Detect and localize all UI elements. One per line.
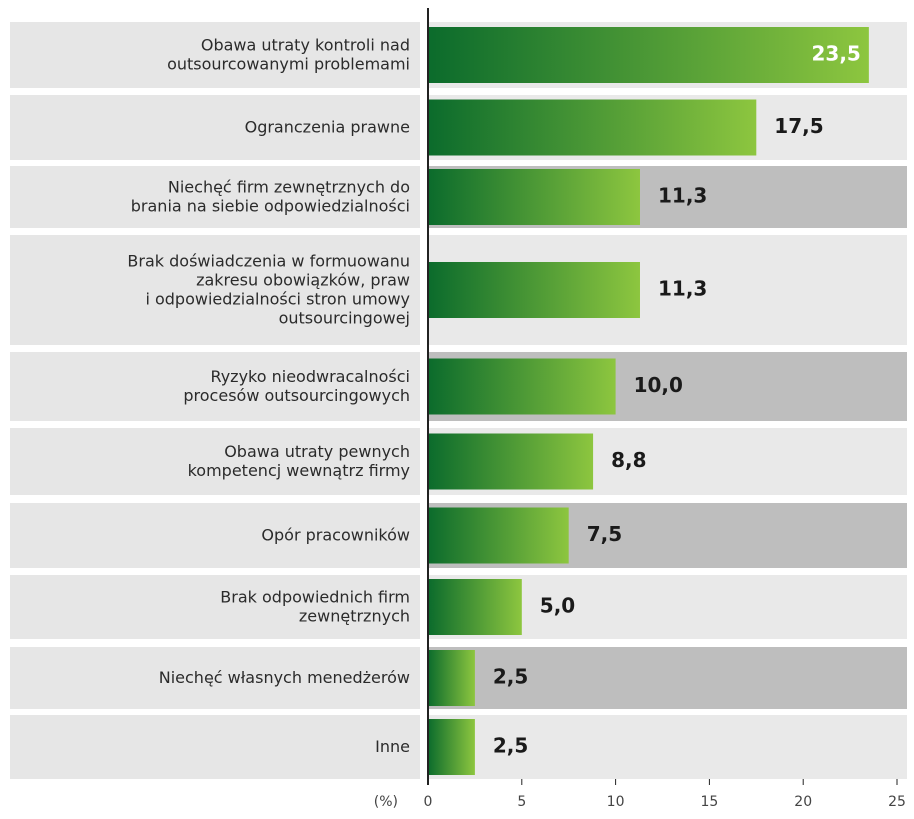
category-label-line: zewnętrznych xyxy=(299,606,410,625)
bar xyxy=(428,579,522,635)
x-axis-label: (%) xyxy=(374,794,398,810)
category-label-line: Obawa utraty pewnych xyxy=(224,442,410,461)
category-label: Niechęć firm zewnętrznych do brania na si… xyxy=(131,177,410,215)
category-label: Ryzyko nieodwracalności procesów outsourc… xyxy=(183,367,410,405)
category-label-line: outsourcowanymi problemami xyxy=(167,54,410,73)
x-tick-label: 15 xyxy=(700,794,718,810)
value-label: 2,5 xyxy=(493,665,528,689)
label-background xyxy=(10,352,420,421)
category-label: Ogranczenia prawne xyxy=(245,117,410,136)
category-label-line: Ryzyko nieodwracalności xyxy=(210,367,410,386)
bar xyxy=(428,719,475,775)
bar xyxy=(428,433,594,490)
category-label-line: Brak doświadczenia w formuowanu xyxy=(127,251,410,270)
label-background xyxy=(10,647,420,709)
label-background xyxy=(10,715,420,779)
label-background xyxy=(10,166,420,228)
category-label-line: procesów outsourcingowych xyxy=(183,386,410,405)
category-label: Obawa utraty kontroli nad outsourcowanymi… xyxy=(167,35,410,73)
category-label: Inne xyxy=(375,737,410,756)
bar xyxy=(428,262,640,318)
label-background xyxy=(10,22,420,88)
x-tick-label: 5 xyxy=(517,794,526,810)
bar xyxy=(428,169,640,225)
category-label: Opór pracowników xyxy=(261,525,410,544)
category-label-line: Brak odpowiednich firm xyxy=(220,587,410,606)
category-label-line: i odpowiedzialności stron umowy xyxy=(145,289,410,308)
category-label-line: brania na siebie odpowiedzialności xyxy=(131,196,410,215)
category-label: Brak odpowiednich firm zewnętrznych xyxy=(220,587,410,625)
category-label-line: outsourcingowej xyxy=(279,308,410,327)
category-label-line: kompetencj wewnątrz firmy xyxy=(188,461,410,480)
label-background xyxy=(10,95,420,160)
bar xyxy=(428,507,569,564)
category-label-line: zakresu obowiązków, praw xyxy=(196,270,410,289)
label-background xyxy=(10,503,420,568)
value-label: 11,3 xyxy=(658,184,707,208)
bar xyxy=(428,99,757,156)
category-label: Niechęć własnych menedżerów xyxy=(159,668,410,687)
category-label: Brak doświadczenia w formuowanu zakresu o… xyxy=(127,251,410,327)
row-background xyxy=(428,715,907,779)
x-tick-label: 25 xyxy=(888,794,906,810)
x-tick-label: 10 xyxy=(607,794,625,810)
value-label: 7,5 xyxy=(587,522,622,546)
label-background xyxy=(10,428,420,495)
x-tick-label: 0 xyxy=(424,794,433,810)
value-label: 10,0 xyxy=(634,373,683,397)
row-background xyxy=(428,647,907,709)
category-label-line: Inne xyxy=(375,737,410,756)
bar xyxy=(428,650,475,706)
value-label: 17,5 xyxy=(774,114,823,138)
value-label: 23,5 xyxy=(812,42,861,66)
category-label: Obawa utraty pewnych kompetencj wewnątrz … xyxy=(188,442,410,480)
label-background xyxy=(10,235,420,345)
bar xyxy=(428,358,616,415)
bar xyxy=(428,27,869,83)
label-background xyxy=(10,575,420,639)
category-label-line: Ogranczenia prawne xyxy=(245,117,410,136)
value-label: 5,0 xyxy=(540,594,575,618)
x-tick-label: 20 xyxy=(794,794,812,810)
value-label: 8,8 xyxy=(611,448,646,472)
category-label-line: Niechęć firm zewnętrznych do xyxy=(168,177,410,196)
value-label: 2,5 xyxy=(493,734,528,758)
value-label: 11,3 xyxy=(658,277,707,301)
category-label-line: Obawa utraty kontroli nad xyxy=(201,35,410,54)
category-label-line: Niechęć własnych menedżerów xyxy=(159,668,410,687)
category-label-line: Opór pracowników xyxy=(261,525,410,544)
